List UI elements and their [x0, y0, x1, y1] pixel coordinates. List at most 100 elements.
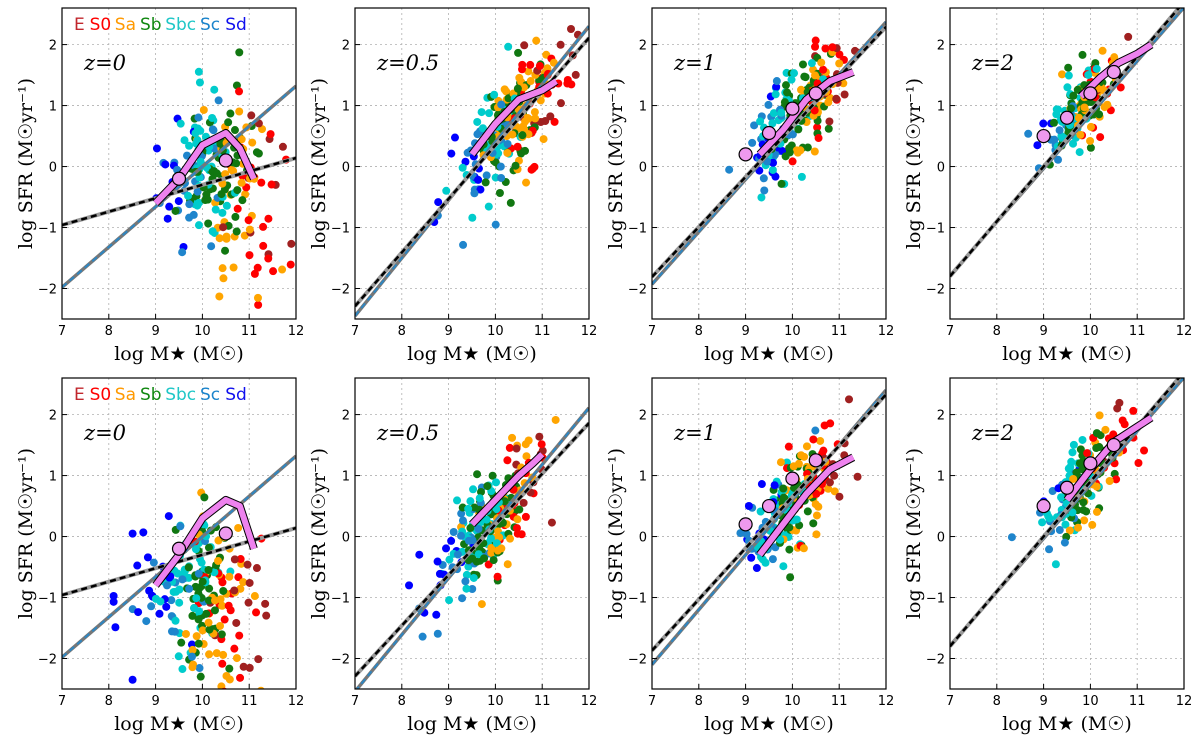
data-point-Sbc	[1038, 518, 1047, 527]
y-tick-label: −2	[628, 653, 647, 668]
data-point-Sd	[476, 185, 485, 194]
data-point-Sd	[435, 569, 444, 578]
data-point-Sb	[254, 149, 263, 158]
data-point-Sc	[195, 664, 204, 673]
redshift-label: z=0	[83, 421, 126, 445]
fit-line-black	[652, 26, 886, 278]
data-point-Sa	[530, 108, 539, 117]
axes-frame	[651, 377, 887, 690]
data-point-S0	[819, 446, 828, 455]
x-tick-label: 10	[487, 324, 504, 339]
data-point-Sa	[524, 130, 533, 139]
data-point-S0	[1129, 406, 1138, 415]
data-point-Sb	[212, 169, 221, 178]
data-point-Sbc	[768, 119, 777, 128]
legend: E S0 Sa Sb Sbc Sc Sd	[74, 15, 247, 35]
data-point-Sbc	[174, 652, 183, 661]
data-point-Sd	[461, 157, 470, 166]
data-point-S0	[224, 601, 233, 610]
data-point-Sc	[147, 602, 156, 611]
data-point-Sbc	[478, 124, 487, 133]
x-axis-label: log M★ (M☉)	[407, 713, 537, 735]
data-point-Sd	[434, 198, 443, 207]
main-sequence-band	[153, 496, 257, 588]
data-point-S0	[244, 216, 253, 225]
y-tick-label: 2	[937, 39, 945, 54]
axes-frame	[61, 377, 297, 690]
data-point-Sd	[128, 675, 137, 684]
data-point-Sb	[514, 48, 523, 57]
data-point-Sa	[835, 59, 844, 68]
data-point-E	[535, 432, 544, 441]
legend-entry-Sbc: Sbc	[165, 385, 196, 405]
data-point-Sa	[1092, 507, 1101, 516]
data-point-Sbc	[761, 558, 770, 567]
data-point-Sa	[204, 618, 213, 627]
data-point-S0	[269, 267, 278, 276]
y-tick-label: 0	[49, 531, 57, 546]
x-tick-label: 11	[241, 694, 258, 709]
y-tick-label: 2	[49, 409, 57, 424]
y-tick-label: −2	[926, 283, 945, 298]
data-point-Sb	[473, 470, 482, 479]
data-point-Sc	[149, 558, 158, 567]
data-point-Sbc	[1051, 560, 1060, 569]
data-point-Sc	[457, 509, 466, 518]
data-point-Sd	[744, 502, 753, 511]
redshift-label: z=0.5	[376, 51, 439, 75]
data-point-Sc	[163, 581, 172, 590]
data-point-Sa	[532, 36, 541, 45]
data-point-Sb	[217, 630, 226, 639]
data-point-Sc	[759, 174, 768, 183]
data-point-Sa	[1065, 526, 1074, 535]
data-point-Sbc	[178, 665, 187, 674]
y-tick-label: −1	[38, 592, 57, 607]
median-point	[218, 153, 233, 168]
y-tick-label: 0	[937, 161, 945, 176]
fit-line-black	[62, 156, 296, 227]
data-point-Sbc	[492, 505, 501, 514]
data-point-E	[547, 518, 556, 527]
x-tick-label: 8	[398, 324, 406, 339]
data-point-S0	[1083, 449, 1092, 458]
data-point-Sd	[174, 197, 183, 206]
median-point	[1106, 437, 1121, 453]
fit-line-black	[652, 393, 886, 652]
x-tick-label: 9	[151, 324, 159, 339]
data-point-Sa	[250, 592, 259, 601]
data-point-Sbc	[807, 59, 816, 68]
y-tick-label: 0	[342, 531, 350, 546]
data-point-S0	[264, 254, 273, 263]
data-point-Sb	[794, 125, 803, 134]
data-point-Sbc	[473, 117, 482, 126]
data-point-Sbc	[777, 108, 786, 117]
data-point-Sbc	[445, 596, 454, 605]
data-point-E	[832, 94, 841, 103]
data-point-Sd	[133, 561, 142, 570]
data-point-Sb	[481, 178, 490, 187]
data-point-Sa	[526, 77, 535, 86]
y-axis-label: log SFR (M☉yr⁻¹)	[605, 78, 627, 249]
median-point	[1083, 456, 1098, 471]
data-point-Sb	[488, 471, 497, 480]
data-point-Sb	[800, 72, 809, 81]
y-axis-label: log SFR (M☉yr⁻¹)	[15, 78, 37, 249]
data-point-Sb	[233, 186, 242, 195]
x-tick-label: 7	[648, 694, 656, 709]
data-point-Sb	[809, 519, 818, 528]
y-tick-label: 0	[342, 161, 350, 176]
data-point-S0	[1116, 83, 1125, 92]
data-point-Sa	[1080, 103, 1089, 112]
data-point-Sa	[188, 645, 197, 654]
data-point-Sbc	[757, 193, 766, 202]
data-point-Sb	[230, 126, 239, 135]
x-tick-label: 11	[534, 324, 551, 339]
x-tick-label: 12	[1176, 694, 1193, 709]
data-point-S0	[234, 573, 243, 582]
data-point-Sbc	[466, 497, 475, 506]
data-point-Sa	[222, 234, 231, 243]
data-point-Sbc	[1075, 148, 1084, 157]
